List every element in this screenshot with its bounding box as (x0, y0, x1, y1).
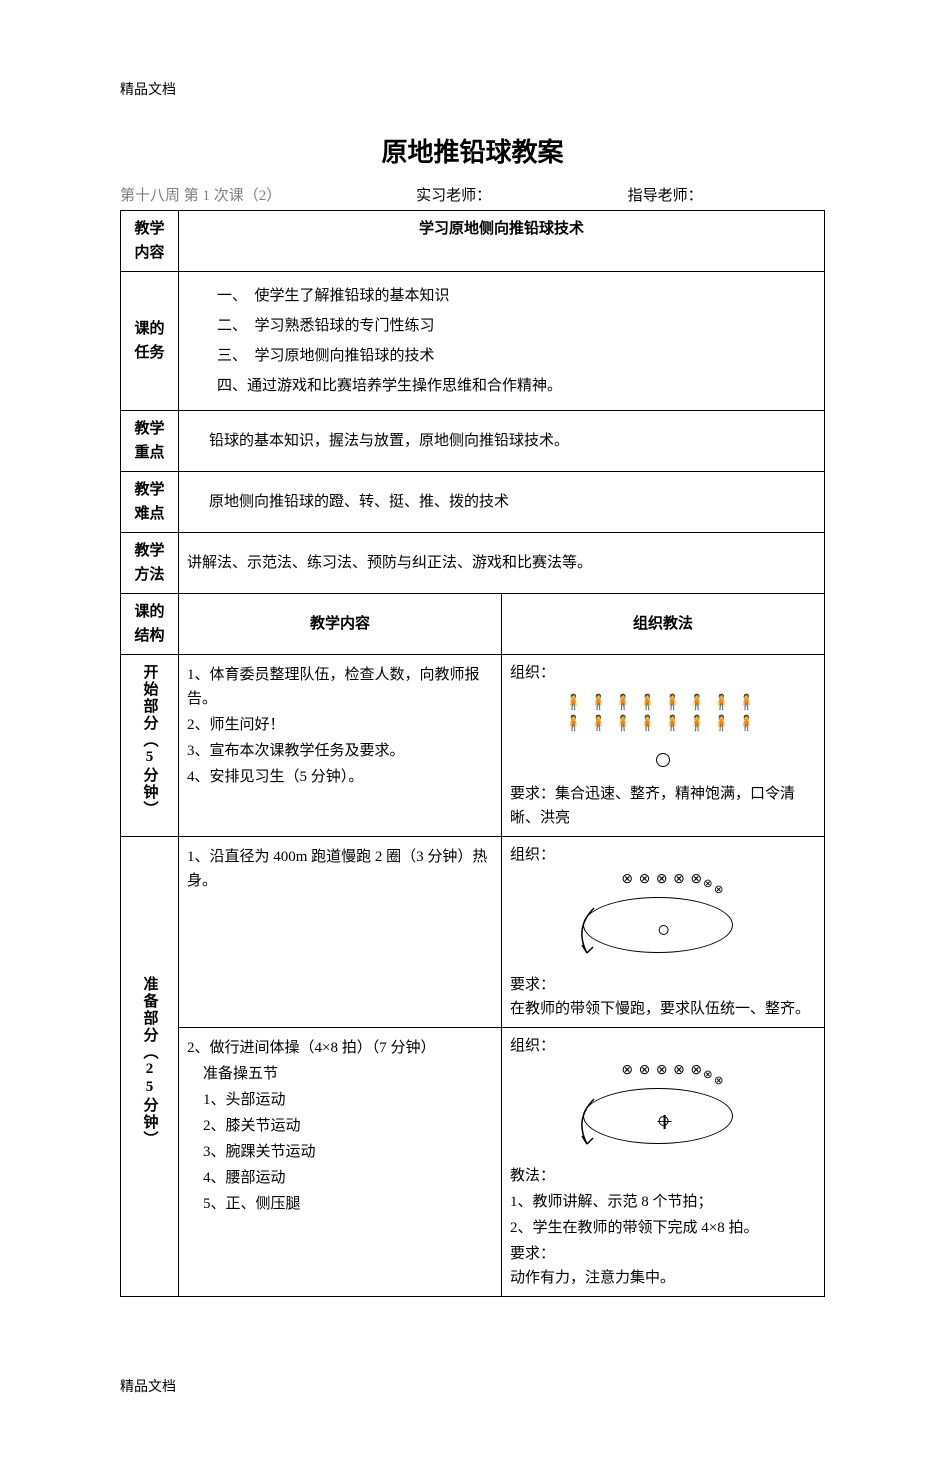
list-item: 1、教师讲解、示范 8 个节拍； (510, 1190, 816, 1214)
list-item: 2、膝关节运动 (187, 1114, 493, 1138)
header-label: 精品文档 (120, 80, 825, 102)
org-label: 组织： (510, 1034, 816, 1058)
center-cross-icon (659, 1116, 669, 1126)
list-item: 一、 使学生了解推铅球的基本知识 (187, 284, 816, 308)
vertical-label: 开始部分（5分钟） (138, 664, 162, 818)
list-item: 3、腕踝关节运动 (187, 1140, 493, 1164)
col-header: 教学内容 (179, 593, 502, 654)
req-text: 要求：集合迅速、整齐，精神饱满，口令清晰、洪亮 (510, 782, 816, 830)
start-content: 1、体育委员整理队伍，检查人数，向教师报告。 2、师生问好！ 3、宣布本次课教学… (179, 654, 502, 836)
row-value: 原地侧向推铅球的蹬、转、挺、推、拨的技术 (179, 471, 825, 532)
list-item: 准备操五节 (187, 1062, 493, 1086)
prep-org-1: 组织： ⊗ ⊗ ⊗ ⊗ ⊗⊗⊗ 要求： 在教师的带领下慢跑，要求队伍统一、整齐。 (502, 836, 825, 1027)
formation-diagram: 🧍🧍🧍🧍🧍🧍🧍🧍 🧍🧍🧍🧍🧍🧍🧍🧍 (510, 685, 816, 782)
table-row: 教学内容 学习原地侧向推铅球技术 (121, 210, 825, 271)
list-item: 3、宣布本次课教学任务及要求。 (187, 739, 493, 763)
list-item: 2、学生在教师的带领下完成 4×8 拍。 (510, 1216, 816, 1240)
teacher-circle-icon (656, 753, 670, 767)
vertical-label: 准备部分（25分钟） (138, 976, 162, 1148)
list-item: 4、安排见习生（5 分钟）。 (187, 765, 493, 789)
row-value: 铅球的基本知识，握法与放置，原地侧向推铅球技术。 (179, 410, 825, 471)
prep-content-1: 1、沿直径为 400m 跑道慢跑 2 圈（3 分钟）热身。 (179, 836, 502, 1027)
lesson-table: 教学内容 学习原地侧向推铅球技术 课的任务 一、 使学生了解推铅球的基本知识 二… (120, 210, 825, 1297)
row-label: 课的任务 (121, 271, 179, 410)
arrow-icon (569, 1094, 609, 1154)
col-header: 组织教法 (502, 593, 825, 654)
req-label: 要求： (510, 1242, 816, 1266)
list-item: 2、师生问好！ (187, 713, 493, 737)
people-arc-icon: ⊗ ⊗ ⊗ ⊗ ⊗⊗⊗ (593, 1060, 753, 1091)
row-value: 学习原地侧向推铅球技术 (179, 210, 825, 271)
prep-content-2: 2、做行进间体操（4×8 拍）（7 分钟） 准备操五节 1、头部运动 2、膝关节… (179, 1027, 502, 1296)
row-label: 教学内容 (121, 210, 179, 271)
list-item: 2、做行进间体操（4×8 拍）（7 分钟） (187, 1036, 493, 1060)
start-org: 组织： 🧍🧍🧍🧍🧍🧍🧍🧍 🧍🧍🧍🧍🧍🧍🧍🧍 要求：集合迅速、整齐，精神饱满，口令… (502, 654, 825, 836)
table-row: 准备部分（25分钟） 1、沿直径为 400m 跑道慢跑 2 圈（3 分钟）热身。… (121, 836, 825, 1027)
list-item: 四、通过游戏和比赛培养学生操作思维和合作精神。 (187, 374, 816, 398)
list-item: 5、正、侧压腿 (187, 1192, 493, 1216)
org-label: 组织： (510, 843, 816, 867)
row-label: 教学重点 (121, 410, 179, 471)
row-value: 讲解法、示范法、练习法、预防与纠正法、游戏和比赛法等。 (179, 532, 825, 593)
list-item: 1、头部运动 (187, 1088, 493, 1112)
row-label: 课的结构 (121, 593, 179, 654)
tasks-cell: 一、 使学生了解推铅球的基本知识 二、 学习熟悉铅球的专门性练习 三、 学习原地… (179, 271, 825, 410)
center-circle-icon (659, 925, 669, 935)
track-diagram: ⊗ ⊗ ⊗ ⊗ ⊗⊗⊗ (563, 1064, 763, 1154)
req-label: 要求： (510, 973, 816, 997)
subtitle-row: 第十八周 第 1 次课（2） 实习老师： 指导老师： (120, 184, 825, 208)
table-row: 2、做行进间体操（4×8 拍）（7 分钟） 准备操五节 1、头部运动 2、膝关节… (121, 1027, 825, 1296)
req-value: 在教师的带领下慢跑，要求队伍统一、整齐。 (510, 997, 816, 1021)
subtitle-left: 第十八周 第 1 次课（2） (120, 184, 416, 208)
row-label: 准备部分（25分钟） (121, 836, 179, 1296)
table-row: 课的任务 一、 使学生了解推铅球的基本知识 二、 学习熟悉铅球的专门性练习 三、… (121, 271, 825, 410)
page-title: 原地推铅球教案 (120, 132, 825, 174)
row-label: 教学方法 (121, 532, 179, 593)
subtitle-mid: 实习老师： (416, 184, 628, 208)
table-row: 教学方法 讲解法、示范法、练习法、预防与纠正法、游戏和比赛法等。 (121, 532, 825, 593)
list-item: 1、体育委员整理队伍，检查人数，向教师报告。 (187, 663, 493, 711)
person-row-icon: 🧍🧍🧍🧍🧍🧍🧍🧍 (510, 714, 816, 735)
row-label: 开始部分（5分钟） (121, 654, 179, 836)
footer-label: 精品文档 (120, 1377, 825, 1399)
row-label: 教学难点 (121, 471, 179, 532)
method-label: 教法： (510, 1164, 816, 1188)
list-item: 1、沿直径为 400m 跑道慢跑 2 圈（3 分钟）热身。 (187, 845, 493, 893)
list-item: 二、 学习熟悉铅球的专门性练习 (187, 314, 816, 338)
arrow-icon (569, 903, 609, 963)
table-row: 开始部分（5分钟） 1、体育委员整理队伍，检查人数，向教师报告。 2、师生问好！… (121, 654, 825, 836)
org-label: 组织： (510, 661, 816, 685)
prep-org-2: 组织： ⊗ ⊗ ⊗ ⊗ ⊗⊗⊗ 教法： 1、教师讲解、示范 8 个节拍； 2、学… (502, 1027, 825, 1296)
table-row: 教学难点 原地侧向推铅球的蹬、转、挺、推、拨的技术 (121, 471, 825, 532)
person-row-icon: 🧍🧍🧍🧍🧍🧍🧍🧍 (510, 693, 816, 714)
table-row: 课的结构 教学内容 组织教法 (121, 593, 825, 654)
list-item: 4、腰部运动 (187, 1166, 493, 1190)
list-item: 三、 学习原地侧向推铅球的技术 (187, 344, 816, 368)
track-diagram: ⊗ ⊗ ⊗ ⊗ ⊗⊗⊗ (563, 873, 763, 963)
people-arc-icon: ⊗ ⊗ ⊗ ⊗ ⊗⊗⊗ (593, 869, 753, 900)
subtitle-right: 指导老师： (628, 184, 825, 208)
req-value: 动作有力，注意力集中。 (510, 1266, 816, 1290)
table-row: 教学重点 铅球的基本知识，握法与放置，原地侧向推铅球技术。 (121, 410, 825, 471)
